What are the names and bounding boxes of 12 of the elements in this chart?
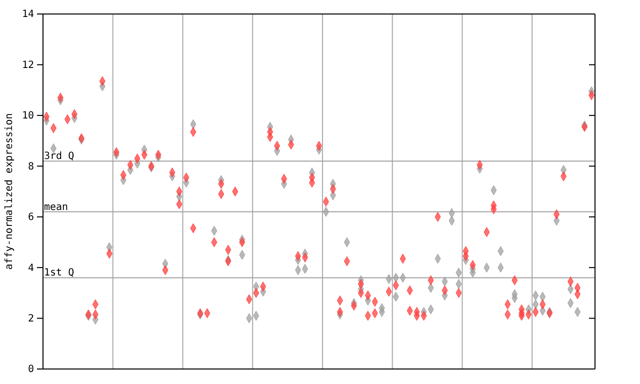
y-tick-label: 8: [28, 161, 34, 172]
y-tick-label: 14: [22, 9, 34, 20]
ref-line-label: 1st Q: [44, 268, 74, 279]
y-tick-label: 12: [22, 60, 34, 71]
y-tick-label: 4: [28, 262, 34, 274]
y-tick-label: 2: [28, 313, 34, 324]
ref-line-label: mean: [44, 202, 68, 213]
ref-line-label: 3rd Q: [44, 151, 74, 162]
y-axis-title: affy-normalized expression: [4, 113, 15, 270]
y-tick-label: 6: [28, 212, 34, 224]
y-tick-label: 0: [28, 364, 34, 376]
y-tick-label: 10: [22, 110, 34, 122]
